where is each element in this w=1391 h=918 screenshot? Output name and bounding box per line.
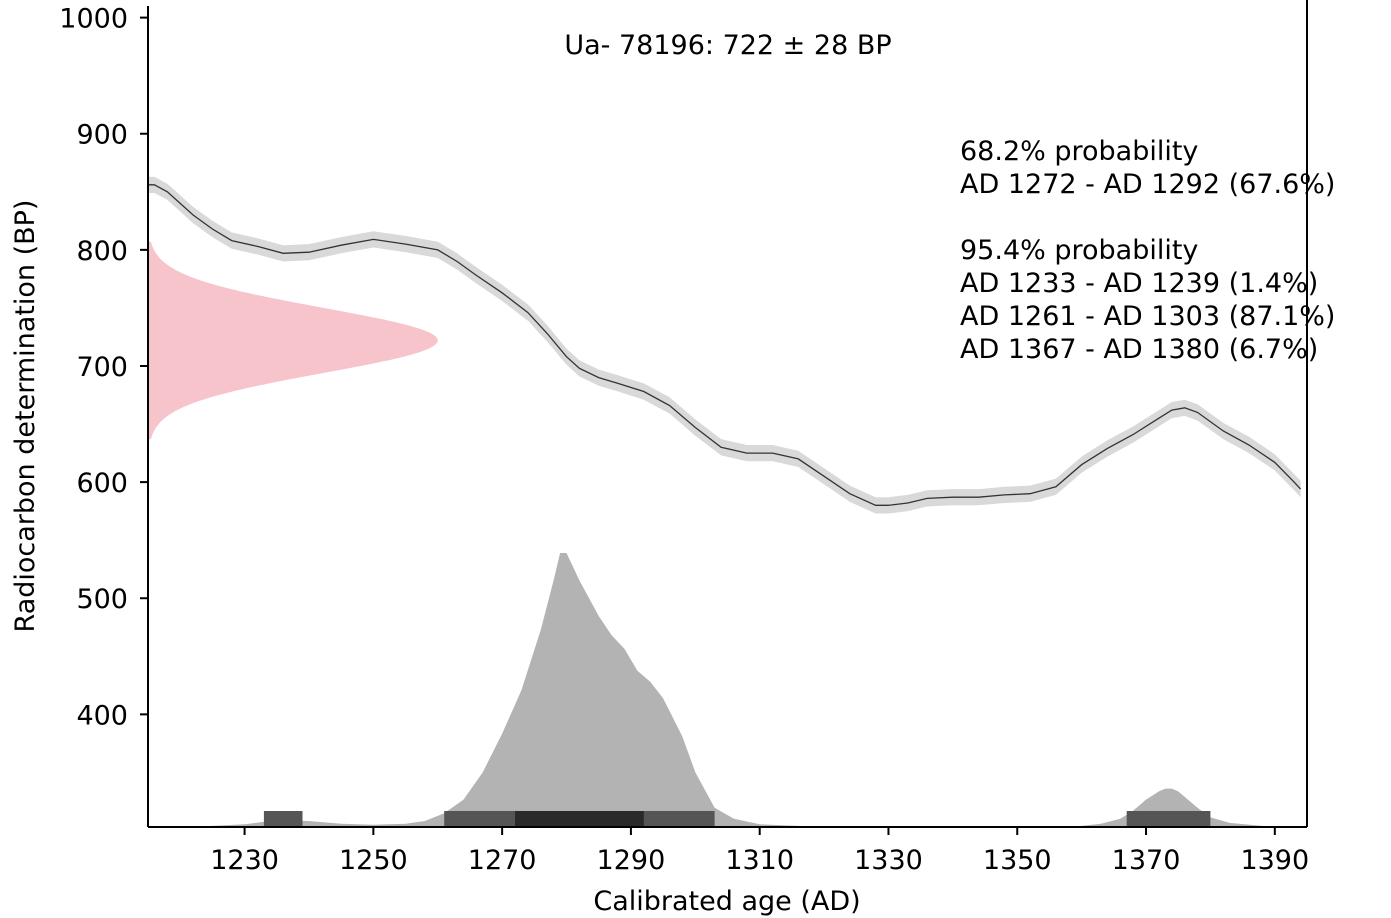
calibrated-distribution: [180, 553, 1288, 827]
x-tick-label-1330: 1330: [854, 845, 923, 876]
x-tick-label-1230: 1230: [210, 845, 279, 876]
x-tick-label-1290: 1290: [597, 845, 666, 876]
chart-title: Ua- 78196: 722 ± 28 BP: [564, 30, 891, 61]
x-axis-label: Calibrated age (AD): [593, 886, 860, 917]
p68-header: 68.2% probability: [960, 136, 1198, 167]
hpd95-bar-1: [264, 811, 303, 827]
p68-range-1: AD 1272 - AD 1292 (67.6%): [960, 169, 1335, 200]
p95-range-3: AD 1367 - AD 1380 (6.7%): [960, 334, 1318, 365]
hpd68-bar-1: [515, 811, 644, 827]
p95-header: 95.4% probability: [960, 235, 1198, 266]
top-mask: [0, 0, 1391, 5]
p95-range-2: AD 1261 - AD 1303 (87.1%): [960, 301, 1335, 332]
x-tick-label-1250: 1250: [339, 845, 408, 876]
y-tick-label-800: 800: [76, 236, 128, 267]
x-tick-label-1370: 1370: [1112, 845, 1181, 876]
x-tick-label-1270: 1270: [468, 845, 537, 876]
y-tick-label-700: 700: [76, 352, 128, 383]
x-tick-label-1390: 1390: [1240, 845, 1309, 876]
y-tick-label-1000: 1000: [59, 4, 128, 35]
measurement-distribution: [148, 242, 438, 439]
y-axis-label: Radiocarbon determination (BP): [10, 200, 41, 633]
y-tick-label-500: 500: [76, 584, 128, 615]
y-tick-label-600: 600: [76, 468, 128, 499]
x-tick-label-1310: 1310: [725, 845, 794, 876]
x-tick-label-1350: 1350: [983, 845, 1052, 876]
y-tick-label-400: 400: [76, 700, 128, 731]
p95-range-1: AD 1233 - AD 1239 (1.4%): [960, 268, 1318, 299]
y-tick-label-900: 900: [76, 120, 128, 151]
hpd95-bar-3: [1127, 811, 1211, 827]
